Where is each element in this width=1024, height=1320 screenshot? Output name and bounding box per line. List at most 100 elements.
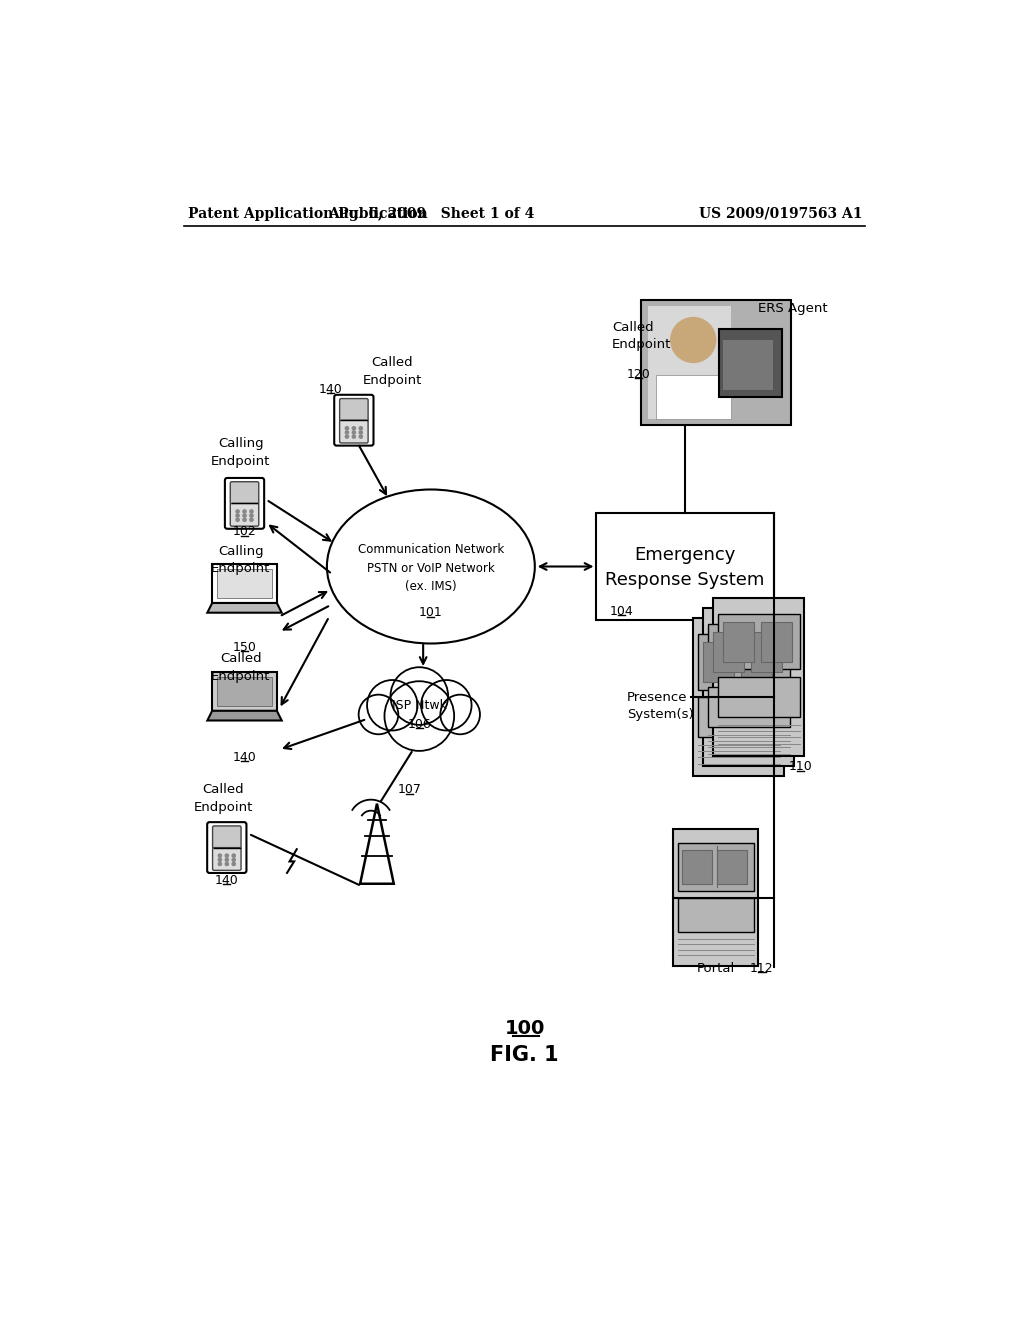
Circle shape [243,510,246,513]
Text: 140: 140 [318,383,343,396]
Bar [713,632,744,672]
Circle shape [440,694,480,734]
Bar [698,635,779,689]
Text: 102: 102 [232,525,256,539]
Bar [702,642,734,681]
Circle shape [359,430,362,434]
Text: Endpoint: Endpoint [211,562,270,576]
FancyBboxPatch shape [207,822,247,873]
Text: (ex. IMS): (ex. IMS) [406,579,457,593]
Text: Endpoint: Endpoint [362,374,422,387]
Circle shape [225,862,228,866]
Text: Calling: Calling [218,545,263,557]
FancyBboxPatch shape [340,399,368,421]
Text: ERS Agent: ERS Agent [758,302,827,315]
Bar [740,642,772,681]
Circle shape [384,681,455,751]
Bar [751,632,782,672]
Text: Called: Called [611,321,653,334]
Bar [718,850,748,884]
Bar [708,624,790,680]
Text: 112: 112 [751,962,774,975]
Text: Aug. 6, 2009   Sheet 1 of 4: Aug. 6, 2009 Sheet 1 of 4 [328,207,535,220]
Circle shape [352,426,355,430]
Text: Presence: Presence [628,690,688,704]
FancyBboxPatch shape [230,482,259,504]
Circle shape [345,430,348,434]
Bar [674,829,758,966]
Bar [596,512,773,620]
Bar [761,622,793,661]
Bar [682,850,712,884]
Circle shape [345,426,348,430]
Text: Emergency: Emergency [634,546,735,564]
FancyBboxPatch shape [334,395,374,446]
FancyBboxPatch shape [225,478,264,529]
Circle shape [232,854,236,857]
Circle shape [218,862,221,866]
Text: Called: Called [202,783,244,796]
Polygon shape [212,564,276,603]
Text: Called: Called [372,356,413,370]
Text: Endpoint: Endpoint [211,671,270,684]
Circle shape [225,854,228,857]
Circle shape [225,858,228,862]
FancyBboxPatch shape [340,420,368,444]
Circle shape [243,513,246,517]
Circle shape [236,519,240,521]
Polygon shape [655,375,731,418]
Bar [698,697,779,737]
FancyBboxPatch shape [213,847,241,870]
Bar [723,341,773,389]
Circle shape [236,510,240,513]
Text: 104: 104 [610,605,634,618]
Circle shape [250,510,253,513]
Circle shape [243,519,246,521]
Text: 100: 100 [505,1019,545,1038]
Circle shape [421,680,472,730]
Polygon shape [207,710,282,721]
Text: System(s): System(s) [628,708,694,721]
Bar [719,329,782,397]
Text: FIG. 1: FIG. 1 [490,1045,559,1065]
Circle shape [367,680,418,730]
Text: 140: 140 [215,874,239,887]
Circle shape [232,858,236,862]
Text: Called: Called [220,652,261,665]
Circle shape [236,513,240,517]
Bar [703,609,795,767]
Circle shape [359,426,362,430]
Bar [718,614,800,669]
Bar [693,619,784,776]
Circle shape [390,667,449,725]
Text: Communication Network: Communication Network [357,543,504,556]
Polygon shape [212,672,276,710]
Text: 106: 106 [408,718,431,731]
Text: 140: 140 [232,751,256,764]
Text: Calling: Calling [218,437,263,450]
Text: 110: 110 [788,760,812,774]
Text: Portal: Portal [696,962,735,975]
Bar [723,622,755,661]
Text: Patent Application Publication: Patent Application Publication [188,207,428,220]
Text: Endpoint: Endpoint [194,801,253,814]
Circle shape [232,862,236,866]
Circle shape [250,513,253,517]
Bar [678,898,754,932]
Ellipse shape [327,490,535,644]
Circle shape [218,858,221,862]
Circle shape [345,436,348,438]
FancyBboxPatch shape [213,826,241,849]
Text: Endpoint: Endpoint [211,454,270,467]
Text: 120: 120 [627,367,650,380]
Text: US 2009/0197563 A1: US 2009/0197563 A1 [698,207,862,220]
Circle shape [352,436,355,438]
Bar [714,598,804,756]
Bar [641,300,791,425]
FancyBboxPatch shape [230,503,259,527]
Text: ISP Ntwk: ISP Ntwk [392,698,446,711]
Bar [678,842,754,891]
Circle shape [358,694,398,734]
Polygon shape [217,569,272,598]
Polygon shape [207,603,282,612]
